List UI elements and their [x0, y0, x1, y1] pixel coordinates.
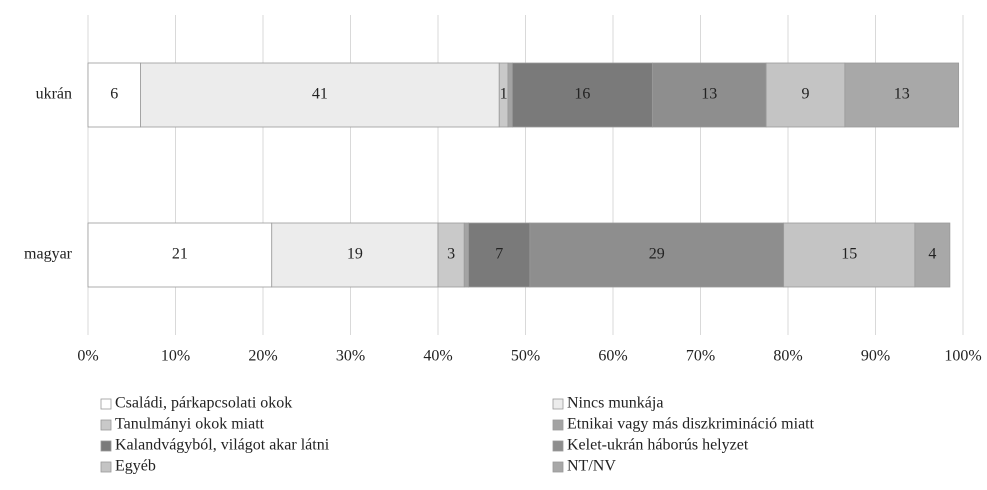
bar-segment [651, 62, 767, 128]
x-tick-label: 80% [773, 348, 802, 365]
legend-label: Kelet-ukrán háborús helyzet [567, 437, 749, 454]
bar-segment [463, 222, 470, 288]
data-label: 13 [701, 86, 717, 103]
legend-label: Kalandvágyból, világot akar látni [115, 437, 330, 454]
data-label: 19 [347, 246, 363, 263]
legend-swatch [552, 398, 564, 410]
data-label: 29 [649, 246, 665, 263]
bar-segment [87, 222, 273, 288]
y-tick-label: magyar [24, 246, 73, 263]
legend-swatch [100, 398, 112, 410]
data-label: 1 [500, 86, 508, 103]
x-tick-label: 40% [423, 348, 452, 365]
data-label: 9 [802, 86, 810, 103]
bar-segment [468, 222, 531, 288]
legend-swatch [100, 461, 112, 473]
x-tick-label: 10% [161, 348, 190, 365]
data-label: 4 [928, 246, 936, 263]
bar-segment [914, 222, 951, 288]
bar-segment [844, 62, 960, 128]
bar-segment [271, 222, 439, 288]
data-label: 7 [495, 246, 503, 263]
bar-segment [507, 62, 513, 128]
legend-label: Etnikai vagy más diszkrimináció miatt [567, 416, 815, 433]
legend-swatch [552, 440, 564, 452]
bar-segment [87, 62, 141, 128]
legend-swatch [552, 461, 564, 473]
legend-label: Családi, párkapcsolati okok [115, 395, 292, 412]
legend-swatch [552, 419, 564, 431]
legend-label: Egyéb [115, 458, 156, 475]
x-tick-label: 90% [861, 348, 890, 365]
data-label: 21 [172, 246, 188, 263]
x-tick-label: 50% [511, 348, 540, 365]
bar-segment [783, 222, 916, 288]
y-tick-label: ukrán [36, 86, 72, 103]
data-label: 16 [574, 86, 590, 103]
legend-swatch [100, 419, 112, 431]
x-tick-label: 70% [686, 348, 715, 365]
x-tick-label: 0% [77, 348, 98, 365]
data-label: 3 [447, 246, 455, 263]
data-label: 41 [312, 86, 328, 103]
legend-label: NT/NV [567, 458, 616, 475]
x-tick-label: 30% [336, 348, 365, 365]
legend-swatch [100, 440, 112, 452]
data-label: 15 [841, 246, 857, 263]
x-tick-label: 100% [944, 348, 981, 365]
bar-segment [140, 62, 500, 128]
data-label: 13 [894, 86, 910, 103]
bar-segment [437, 222, 465, 288]
bar-segment [511, 62, 653, 128]
data-label: 6 [110, 86, 118, 103]
bar-segment [529, 222, 785, 288]
x-tick-label: 60% [598, 348, 627, 365]
legend-label: Tanulmányi okok miatt [115, 416, 265, 433]
legend-label: Nincs munkája [567, 395, 663, 412]
x-tick-label: 20% [248, 348, 277, 365]
